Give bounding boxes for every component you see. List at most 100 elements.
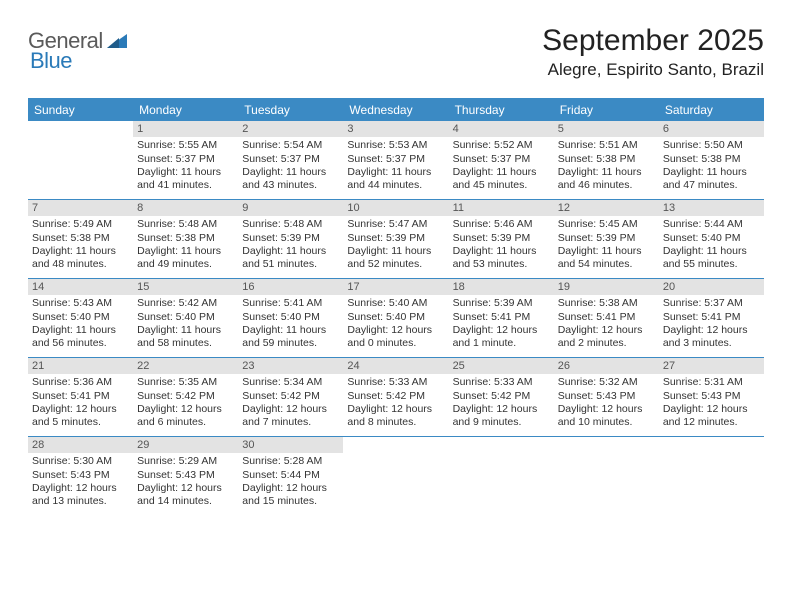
sunset-line: Sunset: 5:40 PM bbox=[663, 232, 760, 245]
sunrise-line: Sunrise: 5:35 AM bbox=[137, 376, 234, 389]
week-row: 1Sunrise: 5:55 AMSunset: 5:37 PMDaylight… bbox=[28, 121, 764, 200]
sunset-line: Sunset: 5:41 PM bbox=[32, 390, 129, 403]
dow-thu: Thursday bbox=[449, 98, 554, 121]
day-number: 28 bbox=[28, 437, 133, 453]
daylight-line: Daylight: 11 hours and 59 minutes. bbox=[242, 324, 339, 351]
daylight-line: Daylight: 12 hours and 0 minutes. bbox=[347, 324, 444, 351]
sunrise-line: Sunrise: 5:36 AM bbox=[32, 376, 129, 389]
day-cell: 17Sunrise: 5:40 AMSunset: 5:40 PMDayligh… bbox=[343, 279, 448, 357]
day-cell: 30Sunrise: 5:28 AMSunset: 5:44 PMDayligh… bbox=[238, 437, 343, 515]
sunrise-line: Sunrise: 5:32 AM bbox=[558, 376, 655, 389]
calendar: Sunday Monday Tuesday Wednesday Thursday… bbox=[28, 98, 764, 515]
sunset-line: Sunset: 5:42 PM bbox=[137, 390, 234, 403]
day-number: 11 bbox=[449, 200, 554, 216]
day-cell: 6Sunrise: 5:50 AMSunset: 5:38 PMDaylight… bbox=[659, 121, 764, 199]
dow-sat: Saturday bbox=[659, 98, 764, 121]
sunrise-line: Sunrise: 5:52 AM bbox=[453, 139, 550, 152]
dow-sun: Sunday bbox=[28, 98, 133, 121]
day-cell: 21Sunrise: 5:36 AMSunset: 5:41 PMDayligh… bbox=[28, 358, 133, 436]
day-cell: 3Sunrise: 5:53 AMSunset: 5:37 PMDaylight… bbox=[343, 121, 448, 199]
sunset-line: Sunset: 5:41 PM bbox=[558, 311, 655, 324]
sunrise-line: Sunrise: 5:54 AM bbox=[242, 139, 339, 152]
day-number: 14 bbox=[28, 279, 133, 295]
sunrise-line: Sunrise: 5:33 AM bbox=[453, 376, 550, 389]
day-cell: 2Sunrise: 5:54 AMSunset: 5:37 PMDaylight… bbox=[238, 121, 343, 199]
daylight-line: Daylight: 12 hours and 15 minutes. bbox=[242, 482, 339, 509]
weeks-container: 1Sunrise: 5:55 AMSunset: 5:37 PMDaylight… bbox=[28, 121, 764, 515]
location-subtitle: Alegre, Espirito Santo, Brazil bbox=[542, 60, 764, 80]
sunset-line: Sunset: 5:37 PM bbox=[137, 153, 234, 166]
sunrise-line: Sunrise: 5:44 AM bbox=[663, 218, 760, 231]
day-cell: 26Sunrise: 5:32 AMSunset: 5:43 PMDayligh… bbox=[554, 358, 659, 436]
sunset-line: Sunset: 5:37 PM bbox=[453, 153, 550, 166]
page: General September 2025 Alegre, Espirito … bbox=[0, 0, 792, 535]
daylight-line: Daylight: 11 hours and 48 minutes. bbox=[32, 245, 129, 272]
day-number: 26 bbox=[554, 358, 659, 374]
day-number: 22 bbox=[133, 358, 238, 374]
sunset-line: Sunset: 5:37 PM bbox=[242, 153, 339, 166]
sunrise-line: Sunrise: 5:41 AM bbox=[242, 297, 339, 310]
day-cell bbox=[28, 121, 133, 199]
sunset-line: Sunset: 5:40 PM bbox=[242, 311, 339, 324]
day-cell: 4Sunrise: 5:52 AMSunset: 5:37 PMDaylight… bbox=[449, 121, 554, 199]
day-number: 5 bbox=[554, 121, 659, 137]
day-number: 30 bbox=[238, 437, 343, 453]
dow-fri: Friday bbox=[554, 98, 659, 121]
day-cell: 8Sunrise: 5:48 AMSunset: 5:38 PMDaylight… bbox=[133, 200, 238, 278]
day-number: 21 bbox=[28, 358, 133, 374]
daylight-line: Daylight: 11 hours and 56 minutes. bbox=[32, 324, 129, 351]
day-number: 6 bbox=[659, 121, 764, 137]
daylight-line: Daylight: 12 hours and 1 minute. bbox=[453, 324, 550, 351]
day-number: 23 bbox=[238, 358, 343, 374]
day-cell: 9Sunrise: 5:48 AMSunset: 5:39 PMDaylight… bbox=[238, 200, 343, 278]
day-cell: 18Sunrise: 5:39 AMSunset: 5:41 PMDayligh… bbox=[449, 279, 554, 357]
day-cell: 15Sunrise: 5:42 AMSunset: 5:40 PMDayligh… bbox=[133, 279, 238, 357]
day-cell bbox=[449, 437, 554, 515]
day-cell: 16 Sunrise: 5:41 AMSunset: 5:40 PMDayligh… bbox=[238, 279, 343, 357]
week-row: 14Sunrise: 5:43 AMSunset: 5:40 PMDayligh… bbox=[28, 279, 764, 358]
daylight-line: Daylight: 11 hours and 58 minutes. bbox=[137, 324, 234, 351]
daylight-line: Daylight: 12 hours and 9 minutes. bbox=[453, 403, 550, 430]
day-number: 27 bbox=[659, 358, 764, 374]
day-number: 17 bbox=[343, 279, 448, 295]
sunset-line: Sunset: 5:39 PM bbox=[453, 232, 550, 245]
sunset-line: Sunset: 5:40 PM bbox=[137, 311, 234, 324]
sunrise-line: Sunrise: 5:51 AM bbox=[558, 139, 655, 152]
daylight-line: Daylight: 11 hours and 49 minutes. bbox=[137, 245, 234, 272]
daylight-line: Daylight: 11 hours and 41 minutes. bbox=[137, 166, 234, 193]
sunrise-line: Sunrise: 5:31 AM bbox=[663, 376, 760, 389]
sunset-line: Sunset: 5:42 PM bbox=[347, 390, 444, 403]
sunrise-line: Sunrise: 5:55 AM bbox=[137, 139, 234, 152]
day-number: 12 bbox=[554, 200, 659, 216]
week-row: 28Sunrise: 5:30 AMSunset: 5:43 PMDayligh… bbox=[28, 437, 764, 515]
day-cell: 25Sunrise: 5:33 AMSunset: 5:42 PMDayligh… bbox=[449, 358, 554, 436]
daylight-line: Daylight: 11 hours and 55 minutes. bbox=[663, 245, 760, 272]
day-number: 8 bbox=[133, 200, 238, 216]
day-number: 3 bbox=[343, 121, 448, 137]
day-number: 25 bbox=[449, 358, 554, 374]
daylight-line: Daylight: 11 hours and 52 minutes. bbox=[347, 245, 444, 272]
day-cell: 22Sunrise: 5:35 AMSunset: 5:42 PMDayligh… bbox=[133, 358, 238, 436]
day-number: 16 bbox=[238, 279, 343, 295]
day-number: 29 bbox=[133, 437, 238, 453]
daylight-line: Daylight: 11 hours and 45 minutes. bbox=[453, 166, 550, 193]
sunrise-line: Sunrise: 5:48 AM bbox=[137, 218, 234, 231]
sunset-line: Sunset: 5:43 PM bbox=[137, 469, 234, 482]
day-cell bbox=[659, 437, 764, 515]
day-cell: 12Sunrise: 5:45 AMSunset: 5:39 PMDayligh… bbox=[554, 200, 659, 278]
sunrise-line: Sunrise: 5:37 AM bbox=[663, 297, 760, 310]
sunset-line: Sunset: 5:43 PM bbox=[32, 469, 129, 482]
day-cell: 27Sunrise: 5:31 AMSunset: 5:43 PMDayligh… bbox=[659, 358, 764, 436]
day-cell: 20Sunrise: 5:37 AMSunset: 5:41 PMDayligh… bbox=[659, 279, 764, 357]
sunset-line: Sunset: 5:39 PM bbox=[242, 232, 339, 245]
day-cell: 23Sunrise: 5:34 AMSunset: 5:42 PMDayligh… bbox=[238, 358, 343, 436]
dow-tue: Tuesday bbox=[238, 98, 343, 121]
day-number: 10 bbox=[343, 200, 448, 216]
day-cell: 1Sunrise: 5:55 AMSunset: 5:37 PMDaylight… bbox=[133, 121, 238, 199]
day-number: 20 bbox=[659, 279, 764, 295]
sunrise-line: Sunrise: 5:28 AM bbox=[242, 455, 339, 468]
day-number: 13 bbox=[659, 200, 764, 216]
daylight-line: Daylight: 11 hours and 47 minutes. bbox=[663, 166, 760, 193]
daylight-line: Daylight: 12 hours and 3 minutes. bbox=[663, 324, 760, 351]
day-cell: 14Sunrise: 5:43 AMSunset: 5:40 PMDayligh… bbox=[28, 279, 133, 357]
